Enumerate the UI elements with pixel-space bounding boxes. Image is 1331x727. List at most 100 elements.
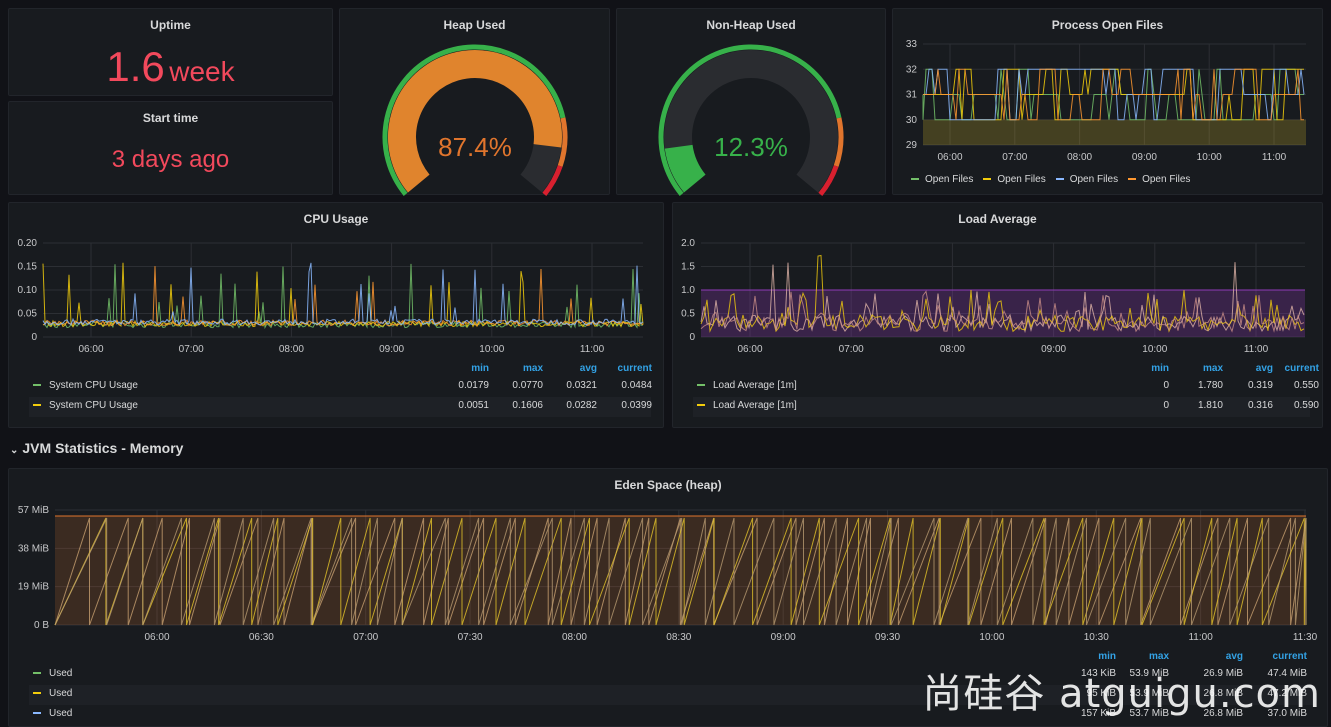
cpu-x-tick: 10:00 [479, 344, 504, 355]
open-files-series-line [923, 68, 1304, 121]
open-files-x-tick: 09:00 [1132, 152, 1157, 163]
heap-gauge-fill [388, 50, 562, 193]
heap-used-panel: Heap Used 87.4% [339, 8, 610, 196]
legend-series-name: Used [49, 688, 73, 699]
eden-y-tick: 57 MiB [18, 505, 49, 516]
nonheap-gauge: 12.3% [658, 44, 844, 196]
legend-series-label: Used [33, 708, 72, 719]
open-files-legend-item[interactable]: Open Files [983, 174, 1046, 185]
open-files-x-tick: 10:00 [1197, 152, 1222, 163]
heap-gauge-value: 87.4% [438, 132, 512, 162]
legend-value-min: 0 [1163, 400, 1169, 411]
legend-value-current: 47.2 MiB [1267, 688, 1307, 699]
open-files-y-tick: 30 [906, 115, 918, 126]
legend-column-min[interactable]: min [471, 363, 489, 374]
nonheap-used-panel: Non-Heap Used 12.3% [616, 8, 886, 196]
heap-gauge-threshold-green [382, 44, 566, 196]
eden-x-tick: 09:00 [771, 632, 796, 643]
legend-value-avg: 0.316 [1247, 400, 1273, 411]
open-files-title: Process Open Files [1051, 18, 1164, 32]
cpu-x-tick: 09:00 [379, 344, 404, 355]
legend-swatch-icon [33, 672, 41, 675]
open-files-y-tick: 33 [906, 39, 918, 50]
legend-series-name: System CPU Usage [49, 380, 138, 391]
legend-value-avg: 26.9 MiB [1203, 668, 1243, 679]
watermark: 尚硅谷 atguigu.com [922, 671, 1321, 717]
start-time-value: 3 days ago [111, 146, 230, 173]
open-files-chart: 33 32 31 30 29 06:00 07:00 08:00 09:00 10:00 11:00 [906, 39, 1306, 163]
section-jvm-memory[interactable]: ⌄ JVM Statistics - Memory [10, 440, 183, 456]
eden-x-tick: 11:00 [1188, 632, 1213, 643]
legend-swatch-icon [33, 384, 41, 387]
load-x-tick: 08:00 [940, 344, 965, 355]
open-files-legend-item[interactable]: Open Files [911, 174, 973, 185]
open-files-legend-item[interactable]: Open Files [1128, 174, 1190, 185]
legend-column-max[interactable]: max [1148, 651, 1169, 662]
heap-gauge-threshold-red [542, 165, 563, 196]
cpu-y-tick: 0.20 [18, 238, 38, 249]
cpu-y-tick: 0.05 [18, 309, 38, 320]
nonheap-gauge-threshold-orange [833, 117, 844, 167]
cpu-series-line [42, 266, 644, 327]
eden-x-tick: 07:30 [458, 632, 483, 643]
legend-column-avg[interactable]: avg [1225, 651, 1243, 662]
legend-column-current[interactable]: current [1272, 651, 1307, 662]
legend-value-min: 143 KiB [1080, 668, 1116, 679]
eden-space-title: Eden Space (heap) [614, 478, 722, 492]
legend-swatch-icon [1055, 178, 1064, 181]
load-y-tick: 1.0 [681, 285, 695, 296]
open-files-x-tick: 08:00 [1067, 152, 1092, 163]
load-x-tick: 11:00 [1244, 344, 1269, 355]
eden-series-line [54, 517, 1307, 626]
nonheap-gauge-track [664, 50, 838, 193]
legend-value-min: 95 KiB [1086, 688, 1116, 699]
section-jvm-memory-label: JVM Statistics - Memory [22, 440, 184, 456]
legend-value-current: 0.590 [1293, 400, 1319, 411]
legend-row[interactable] [29, 685, 1315, 705]
legend-value-min: 157 KiB [1080, 708, 1116, 719]
uptime-panel: Uptime 1.6 week [8, 8, 333, 96]
legend-column-current[interactable]: current [1284, 363, 1319, 374]
legend-row[interactable] [693, 397, 1310, 417]
legend-value-current: 0.0399 [621, 400, 652, 411]
legend-swatch-icon [911, 178, 919, 181]
eden-chart: 57 MiB 38 MiB 19 MiB 0 B 06:00 06:30 07:00 07:3… [18, 505, 1318, 643]
legend-column-min[interactable]: min [1098, 651, 1116, 662]
eden-x-tick: 08:00 [562, 632, 587, 643]
legend-series-label: Load Average [1m] [697, 400, 797, 411]
legend-series-name: Load Average [1m] [713, 400, 797, 411]
legend-swatch-icon [1128, 178, 1137, 181]
legend-value-avg: 26.8 MiB [1203, 708, 1243, 719]
legend-column-min[interactable]: min [1151, 363, 1169, 374]
eden-space-panel: Eden Space (heap) 57 MiB 38 MiB 19 MiB 0 B 0… [8, 468, 1328, 727]
eden-x-tick: 10:00 [979, 632, 1004, 643]
load-y-tick: 0 [689, 332, 695, 343]
legend-value-max: 0.1606 [512, 400, 543, 411]
legend-value-current: 47.4 MiB [1267, 668, 1307, 679]
heap-gauge: 87.4% [382, 44, 568, 196]
open-files-legend-label: Open Files [997, 174, 1046, 185]
nonheap-used-title: Non-Heap Used [706, 18, 796, 32]
legend-column-current[interactable]: current [617, 363, 652, 374]
load-x-tick: 07:00 [839, 344, 864, 355]
eden-series-line [54, 517, 1307, 626]
legend-value-min: 0.0179 [458, 380, 489, 391]
legend-column-max[interactable]: max [522, 363, 543, 374]
legend-value-current: 0.0484 [621, 380, 652, 391]
load-average-panel: Load Average 2.0 1.5 1.0 0.5 0 06:00 07:00 08:0… [672, 202, 1323, 428]
nonheap-gauge-value: 12.3% [714, 132, 788, 162]
load-x-tick: 06:00 [737, 344, 762, 355]
legend-column-max[interactable]: max [1202, 363, 1223, 374]
legend-column-avg[interactable]: avg [1255, 363, 1273, 374]
legend-swatch-icon [697, 404, 705, 407]
legend-swatch-icon [33, 712, 41, 715]
load-chart: 2.0 1.5 1.0 0.5 0 06:00 07:00 08:00 09:00 10:00 11… [681, 238, 1305, 355]
legend-value-max: 0.0770 [512, 380, 543, 391]
legend-column-avg[interactable]: avg [579, 363, 597, 374]
eden-y-tick: 19 MiB [18, 582, 49, 593]
open-files-legend-item[interactable]: Open Files [1055, 174, 1118, 185]
open-files-x-tick: 06:00 [937, 152, 962, 163]
legend-row[interactable] [29, 397, 651, 417]
legend-swatch-icon [983, 178, 992, 181]
nonheap-gauge-threshold-green [658, 44, 842, 196]
